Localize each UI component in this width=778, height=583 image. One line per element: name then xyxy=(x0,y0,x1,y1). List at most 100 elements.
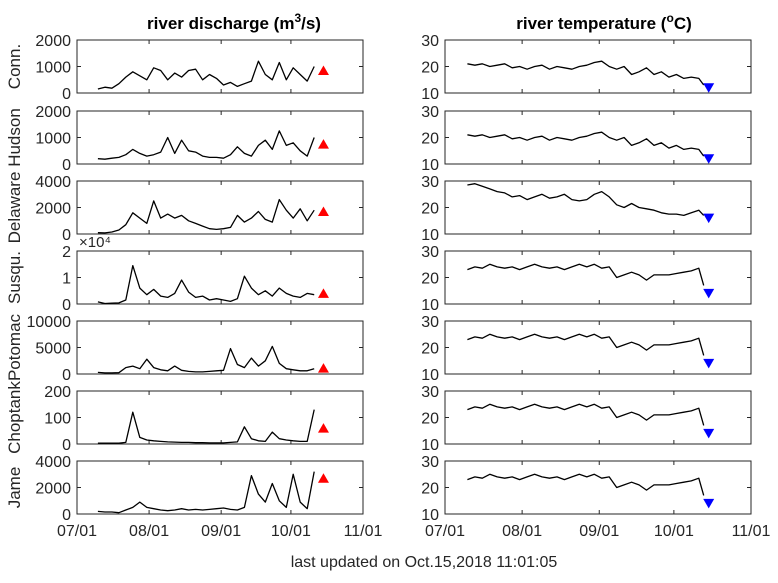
discharge-panel-3: 0 2000 4000 Delaware xyxy=(5,172,364,244)
series-line xyxy=(97,60,315,90)
series-line xyxy=(467,333,705,356)
series-line xyxy=(467,263,705,286)
axes-box xyxy=(76,110,364,165)
y-tick-label: 0 xyxy=(62,437,71,454)
axes-box xyxy=(76,39,364,94)
y-axis-label: Choptank xyxy=(5,381,24,454)
y-tick-label: 10 xyxy=(421,86,439,103)
y-tick-label: 10 xyxy=(421,437,439,454)
axes-box xyxy=(76,180,364,235)
axes-box xyxy=(444,390,752,445)
latest-value-marker xyxy=(317,423,329,433)
latest-value-marker xyxy=(703,358,715,369)
y-tick-label: 100 xyxy=(44,411,71,428)
y-tick-label: 10 xyxy=(421,507,439,524)
temperature-panel-5: 10 20 30 xyxy=(421,314,752,384)
footer-timestamp: last updated on Oct.15,2018 11:01:05 xyxy=(291,554,558,571)
discharge-title: river discharge (m3/s) xyxy=(147,11,321,33)
y-tick-label: 10000 xyxy=(27,314,72,331)
y-tick-label: 20 xyxy=(421,271,439,288)
y-tick-label: 0 xyxy=(62,227,71,244)
x-tick-label: 09/01 xyxy=(201,523,241,540)
series-line xyxy=(467,473,705,496)
y-tick-label: 0 xyxy=(62,157,71,174)
y-tick-label: 30 xyxy=(421,104,439,121)
y-axis-label: Potomac xyxy=(5,313,24,381)
axes-box xyxy=(76,460,364,515)
y-axis-label: Conn. xyxy=(5,44,24,89)
series-line xyxy=(97,264,315,305)
y-tick-label: 5000 xyxy=(35,341,71,358)
y-exponent-label: ×10⁴ xyxy=(79,234,111,251)
latest-value-marker xyxy=(317,288,329,298)
latest-value-marker xyxy=(317,473,329,483)
temperature-panel-7: 07/01 08/01 09/01 10/01 11/01 10 20 30 xyxy=(421,454,770,540)
y-tick-label: 0 xyxy=(62,507,71,524)
latest-value-marker xyxy=(317,139,329,149)
temperature-panel-1: 10 20 30 xyxy=(421,33,752,103)
y-tick-label: 4000 xyxy=(35,454,71,471)
y-axis-label: Jame xyxy=(5,467,24,509)
latest-value-marker xyxy=(317,206,329,216)
y-axis-label: Delaware xyxy=(5,172,24,244)
temperature-panel-3: 10 20 30 xyxy=(421,174,752,244)
latest-value-marker xyxy=(703,288,715,299)
series-line xyxy=(97,471,315,514)
y-tick-label: 0 xyxy=(62,86,71,103)
x-tick-label: 11/01 xyxy=(732,523,771,540)
y-tick-label: 20 xyxy=(421,481,439,498)
y-tick-label: 200 xyxy=(44,384,71,401)
series-line xyxy=(467,131,705,157)
series-line xyxy=(467,60,705,86)
x-tick-label: 08/01 xyxy=(502,523,542,540)
y-tick-label: 30 xyxy=(421,314,439,331)
latest-value-marker xyxy=(703,498,715,509)
discharge-panel-2: 0 1000 2000 Hudson xyxy=(5,104,364,174)
x-tick-label: 08/01 xyxy=(129,523,169,540)
y-tick-label: 30 xyxy=(421,384,439,401)
y-tick-label: 2000 xyxy=(35,33,71,50)
y-tick-label: 20 xyxy=(421,411,439,428)
y-tick-label: 2000 xyxy=(35,481,71,498)
y-tick-label: 20 xyxy=(421,60,439,77)
x-tick-label: 10/01 xyxy=(654,523,694,540)
y-tick-label: 10 xyxy=(421,227,439,244)
discharge-panel-4: 0 1 2 ×10⁴ Susqu. xyxy=(5,234,364,314)
series-line xyxy=(97,409,315,444)
temperature-panel-6: 10 20 30 xyxy=(421,384,752,454)
temperature-panel-2: 10 20 30 xyxy=(421,104,752,174)
y-axis-label: Hudson xyxy=(5,108,24,167)
latest-value-marker xyxy=(317,65,329,75)
y-tick-label: 0 xyxy=(62,297,71,314)
y-tick-label: 10 xyxy=(421,157,439,174)
y-tick-label: 10 xyxy=(421,367,439,384)
y-axis-label: Susqu. xyxy=(5,251,24,304)
x-tick-label: 07/01 xyxy=(425,523,465,540)
y-tick-label: 4000 xyxy=(35,174,71,191)
latest-value-marker xyxy=(703,428,715,439)
latest-value-marker xyxy=(317,363,329,373)
y-tick-label: 0 xyxy=(62,367,71,384)
y-tick-label: 30 xyxy=(421,33,439,50)
y-tick-label: 1 xyxy=(62,271,71,288)
x-tick-label: 07/01 xyxy=(57,523,97,540)
y-tick-label: 2000 xyxy=(35,201,71,218)
latest-value-marker xyxy=(703,154,715,164)
latest-value-marker xyxy=(703,83,715,93)
series-line xyxy=(467,183,705,217)
y-tick-label: 30 xyxy=(421,244,439,261)
discharge-panel-1: 0 1000 2000 Conn. xyxy=(5,33,364,103)
y-tick-label: 1000 xyxy=(35,60,71,77)
latest-value-marker xyxy=(703,213,715,224)
series-line xyxy=(467,403,705,426)
temperature-title: river temperature (oC) xyxy=(516,11,692,33)
x-tick-label: 10/01 xyxy=(271,523,311,540)
axes-box xyxy=(76,390,364,445)
series-line xyxy=(97,198,315,234)
axes-box xyxy=(444,250,752,305)
y-tick-label: 20 xyxy=(421,341,439,358)
axes-box xyxy=(444,460,752,515)
temperature-panel-4: 10 20 30 xyxy=(421,244,752,314)
